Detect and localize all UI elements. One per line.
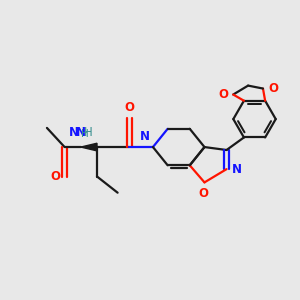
Text: H: H [81,129,88,139]
Text: O: O [218,88,228,101]
Text: N: N [76,126,86,139]
Text: N: N [69,126,79,139]
Text: N: N [140,130,150,142]
Polygon shape [81,143,97,151]
Text: H: H [84,126,92,139]
Text: O: O [124,101,134,114]
Text: O: O [50,170,60,183]
Text: N: N [232,163,242,176]
Text: O: O [198,187,208,200]
Text: O: O [268,82,278,95]
